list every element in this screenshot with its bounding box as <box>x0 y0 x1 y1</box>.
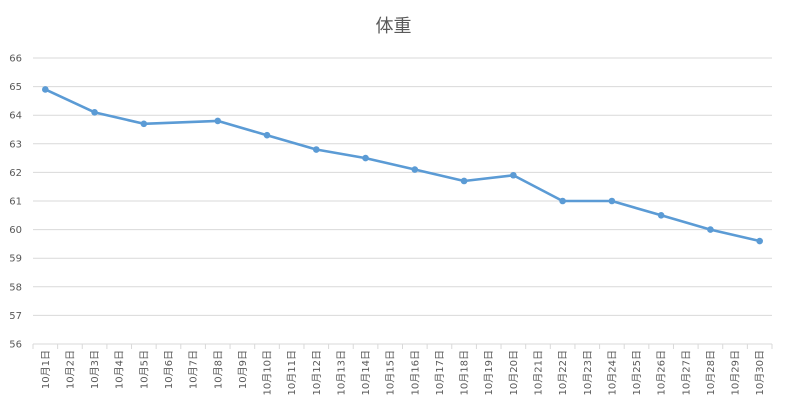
data-point <box>657 212 665 219</box>
x-tick-label: 10月9日 <box>237 350 249 389</box>
x-tick-label: 10月21日 <box>532 350 544 395</box>
x-tick-label: 10月25日 <box>631 350 643 395</box>
data-point <box>214 117 222 125</box>
data-point <box>559 197 566 205</box>
x-tick-label: 10月7日 <box>188 350 200 389</box>
data-point <box>756 237 763 245</box>
x-tick-label: 10月8日 <box>212 350 224 389</box>
x-tick-label: 10月10日 <box>262 350 274 395</box>
y-tick-label: 64 <box>9 111 22 122</box>
y-tick-label: 56 <box>9 340 22 351</box>
y-tick-label: 65 <box>9 82 22 93</box>
x-tick-label: 10月20日 <box>508 350 520 395</box>
x-axis-labels: 10月1日 10月2日 10月3日 10月4日 10月5日 10月6日 10月7日 10月8日… <box>40 350 766 395</box>
data-point <box>91 109 98 116</box>
y-tick-label: 66 <box>9 54 22 65</box>
y-tick-label: 59 <box>9 254 22 265</box>
x-tick-label: 10月28日 <box>705 350 717 395</box>
x-tick-label: 10月17日 <box>434 350 446 395</box>
x-tick-label: 10月12日 <box>311 350 323 395</box>
x-tick-label: 10月15日 <box>385 350 397 395</box>
x-tick-label: 10月29日 <box>730 350 742 395</box>
data-point <box>608 197 616 205</box>
x-tick-label: 10月3日 <box>89 350 101 389</box>
x-tick-label: 10月19日 <box>483 350 495 395</box>
data-point <box>312 146 320 153</box>
x-tick-label: 10月18日 <box>459 350 471 395</box>
series-line <box>44 88 761 243</box>
x-tick-label: 10月1日 <box>40 350 52 389</box>
x-tick-label: 10月27日 <box>680 350 692 395</box>
data-point <box>411 166 419 173</box>
y-tick-label: 57 <box>9 311 22 322</box>
x-tick-label: 10月22日 <box>557 350 569 395</box>
y-tick-label: 61 <box>9 197 22 208</box>
data-point <box>460 177 468 185</box>
y-tick-label: 62 <box>9 168 22 179</box>
x-tick-label: 10月2日 <box>64 350 76 389</box>
data-point <box>140 120 148 128</box>
x-tick-label: 10月13日 <box>335 350 347 395</box>
data-point <box>42 86 49 93</box>
x-tick-label: 10月11日 <box>286 350 298 395</box>
x-tick-label: 10月23日 <box>582 350 594 395</box>
x-tick-label: 10月24日 <box>606 350 618 395</box>
gridlines <box>32 57 773 349</box>
y-axis-labels: 56 57 58 59 60 61 62 63 64 65 66 <box>9 54 22 351</box>
y-tick-label: 63 <box>9 139 22 150</box>
x-tick-label: 10月30日 <box>754 350 766 395</box>
data-point <box>263 131 271 139</box>
y-tick-label: 58 <box>9 282 22 293</box>
data-point <box>362 154 369 162</box>
x-tick-label: 10月4日 <box>114 350 126 389</box>
series-layer <box>42 86 763 245</box>
data-point <box>707 226 714 233</box>
x-tick-label: 10月6日 <box>163 350 175 389</box>
x-tick-label: 10月14日 <box>360 350 372 395</box>
x-tick-label: 10月16日 <box>409 350 421 395</box>
x-tick-label: 10月26日 <box>656 350 668 395</box>
data-point <box>510 171 517 179</box>
chart-title: 体重 <box>375 16 412 37</box>
y-tick-label: 60 <box>9 225 22 236</box>
x-tick-label: 10月5日 <box>138 350 150 389</box>
